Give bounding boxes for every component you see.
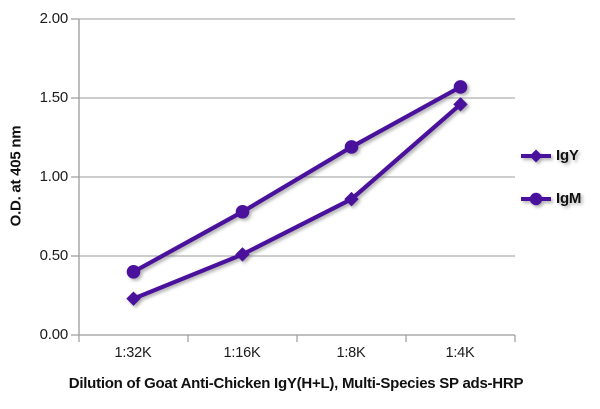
igm-marker — [344, 140, 359, 154]
legend-label-igy: IgY — [556, 147, 579, 164]
y-tick-0.50: 0.50 — [39, 247, 69, 264]
x-tick-1-8k: 1:8K — [336, 345, 366, 361]
x-tick-1-32k: 1:32K — [114, 345, 152, 361]
x-tick-1-4k: 1:4K — [445, 345, 475, 361]
series-igm-line — [131, 84, 463, 274]
y-axis-title: O.D. at 405 nm — [7, 125, 25, 227]
legend-item-igy: IgY — [520, 147, 579, 165]
igy-marker — [235, 247, 250, 262]
y-tick-0.00: 0.00 — [39, 326, 69, 343]
y-tick-1.50: 1.50 — [39, 89, 69, 106]
igm-marker — [126, 265, 141, 279]
x-tick-1-16k: 1:16K — [223, 345, 261, 361]
legend-igm-circle-icon — [521, 192, 551, 206]
legend-label-igm: IgM — [556, 190, 582, 207]
igm-marker — [235, 204, 250, 219]
igm-marker — [453, 80, 468, 94]
igy-marker — [344, 191, 359, 207]
series-igy-line — [131, 102, 463, 301]
x-axis-title: Dilution of Goat Anti-Chicken IgY(H+L), … — [68, 375, 524, 392]
y-tick-1.00: 1.00 — [39, 168, 69, 185]
series-group — [126, 80, 468, 306]
legend-igy-diamond-icon — [521, 149, 551, 163]
y-tick-2.00: 2.00 — [39, 10, 69, 27]
igy-marker — [126, 291, 141, 306]
igy-marker — [453, 97, 468, 112]
legend-item-igm: IgM — [520, 190, 581, 208]
